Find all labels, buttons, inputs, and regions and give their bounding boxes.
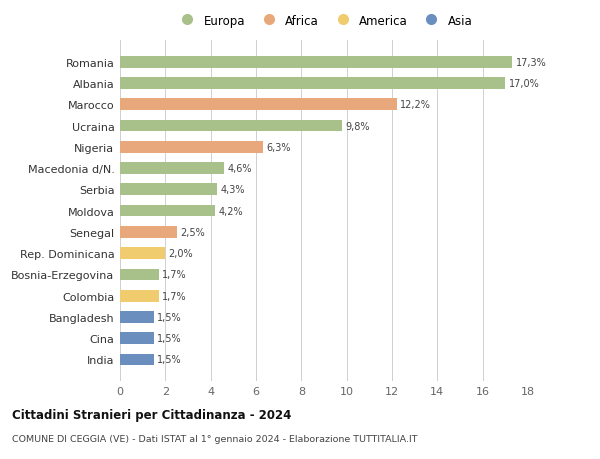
Bar <box>120 99 397 111</box>
Text: 1,5%: 1,5% <box>157 334 182 343</box>
Text: COMUNE DI CEGGIA (VE) - Dati ISTAT al 1° gennaio 2024 - Elaborazione TUTTITALIA.: COMUNE DI CEGGIA (VE) - Dati ISTAT al 1°… <box>12 434 418 443</box>
Text: 9,8%: 9,8% <box>346 121 370 131</box>
Bar <box>120 248 166 259</box>
Text: Cittadini Stranieri per Cittadinanza - 2024: Cittadini Stranieri per Cittadinanza - 2… <box>12 409 292 421</box>
Text: 6,3%: 6,3% <box>266 142 290 152</box>
Text: 4,3%: 4,3% <box>221 185 245 195</box>
Bar <box>120 78 505 90</box>
Bar <box>120 184 217 196</box>
Bar <box>120 120 342 132</box>
Text: 2,0%: 2,0% <box>169 249 193 258</box>
Legend: Europa, Africa, America, Asia: Europa, Africa, America, Asia <box>170 10 478 32</box>
Text: 2,5%: 2,5% <box>180 227 205 237</box>
Text: 4,6%: 4,6% <box>227 164 252 174</box>
Bar <box>120 311 154 323</box>
Text: 1,5%: 1,5% <box>157 312 182 322</box>
Text: 1,7%: 1,7% <box>162 270 187 280</box>
Bar <box>120 354 154 365</box>
Bar <box>120 333 154 344</box>
Text: 12,2%: 12,2% <box>400 100 431 110</box>
Bar <box>120 290 158 302</box>
Text: 17,3%: 17,3% <box>515 57 546 67</box>
Text: 17,0%: 17,0% <box>509 79 539 89</box>
Bar <box>120 142 263 153</box>
Bar <box>120 163 224 174</box>
Bar <box>120 205 215 217</box>
Text: 4,2%: 4,2% <box>218 206 243 216</box>
Text: 1,7%: 1,7% <box>162 291 187 301</box>
Bar <box>120 57 512 68</box>
Text: 1,5%: 1,5% <box>157 355 182 365</box>
Bar <box>120 227 176 238</box>
Bar <box>120 269 158 280</box>
